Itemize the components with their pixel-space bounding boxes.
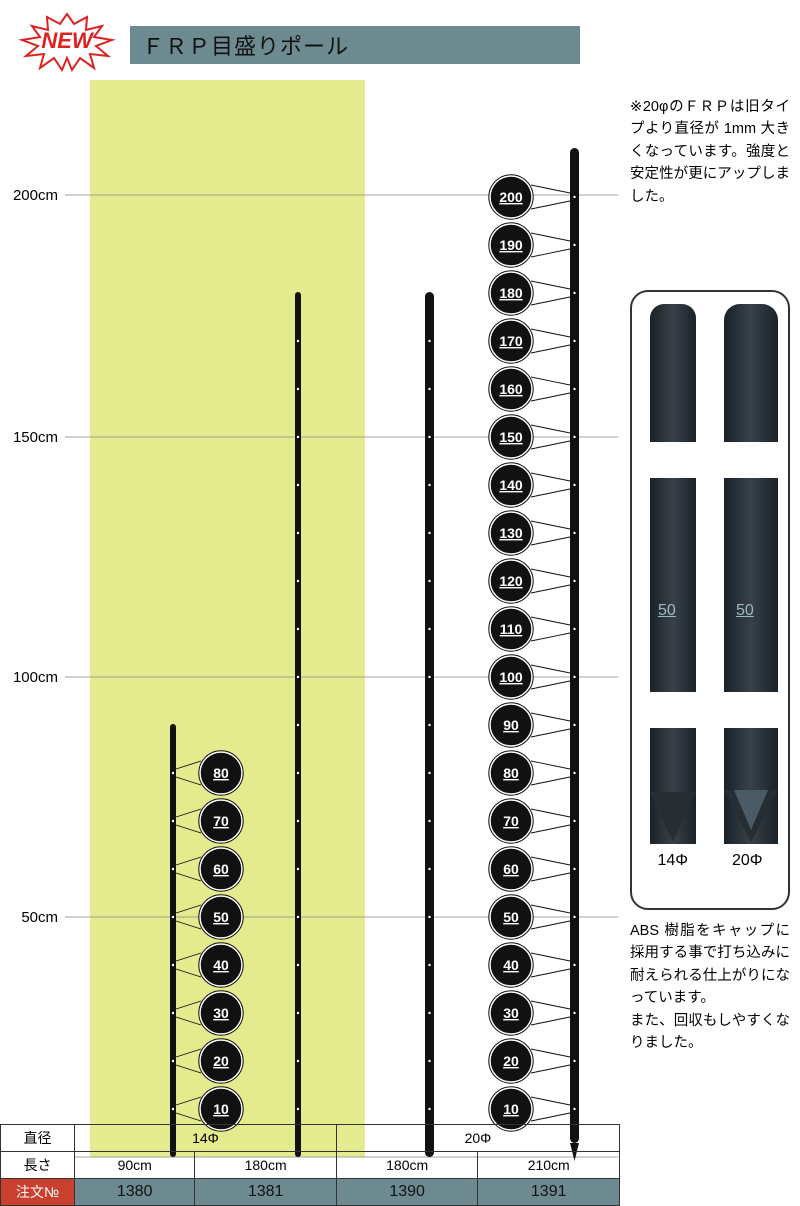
table-cell: 180cm bbox=[336, 1152, 478, 1179]
callout-box: 50 50 14Φ 20Φ bbox=[630, 290, 790, 910]
magnifier: 150 bbox=[489, 415, 533, 459]
svg-text:130: 130 bbox=[499, 525, 523, 541]
table-cell: 90cm bbox=[75, 1152, 195, 1179]
magnifier: 120 bbox=[489, 559, 533, 603]
tip-14 bbox=[650, 792, 696, 844]
magnifier: 20 bbox=[489, 1039, 533, 1083]
svg-text:40: 40 bbox=[503, 957, 519, 973]
callout-captions: 14Φ 20Φ bbox=[632, 852, 788, 870]
spec-table: 直径14Φ20Φ長さ90cm180cm180cm210cm注文№13801381… bbox=[0, 1124, 620, 1206]
new-badge: NEW bbox=[12, 12, 122, 72]
magnifier: 130 bbox=[489, 511, 533, 555]
svg-text:40: 40 bbox=[213, 957, 229, 973]
svg-text:NEW: NEW bbox=[41, 28, 95, 53]
svg-text:80: 80 bbox=[503, 765, 519, 781]
svg-text:150: 150 bbox=[499, 429, 523, 445]
magnifier: 180 bbox=[489, 271, 533, 315]
break-2 bbox=[632, 692, 790, 728]
svg-text:10: 10 bbox=[213, 1101, 229, 1117]
magnifier: 40 bbox=[199, 943, 243, 987]
callout-pole-14 bbox=[650, 304, 696, 844]
svg-text:200: 200 bbox=[499, 189, 523, 205]
top-note: ※20φのＦＲＰは旧タイプより直径が 1mm 大きくなっています。強度と安定性が… bbox=[630, 96, 790, 208]
svg-text:90: 90 bbox=[503, 717, 519, 733]
svg-text:100: 100 bbox=[499, 669, 523, 685]
table-cell: 1391 bbox=[478, 1179, 620, 1206]
chart-area: 200cm150cm100cm50cm0cm 80706050403020102… bbox=[0, 80, 620, 1160]
svg-text:50: 50 bbox=[213, 909, 229, 925]
callout-pole-20 bbox=[724, 304, 778, 844]
table-row-head: 直径 bbox=[1, 1125, 75, 1152]
table-cell: 210cm bbox=[478, 1152, 620, 1179]
svg-text:50: 50 bbox=[503, 909, 519, 925]
svg-text:70: 70 bbox=[213, 813, 229, 829]
svg-text:140: 140 bbox=[499, 477, 523, 493]
bottom-note: ABS 樹脂をキャップに採用する事で打ち込みに耐えられる仕上がりになっています。… bbox=[630, 920, 790, 1055]
magnifier: 60 bbox=[199, 847, 243, 891]
callout-scale-20: 50 bbox=[736, 602, 754, 620]
magnifier: 170 bbox=[489, 319, 533, 363]
table-row-head: 注文№ bbox=[1, 1179, 75, 1206]
magnifier: 200 bbox=[489, 175, 533, 219]
magnifier: 140 bbox=[489, 463, 533, 507]
magnifier: 90 bbox=[489, 703, 533, 747]
table-cell: 180cm bbox=[195, 1152, 337, 1179]
svg-text:20: 20 bbox=[503, 1053, 519, 1069]
table-cell: 20Φ bbox=[336, 1125, 619, 1152]
magnifier: 20 bbox=[199, 1039, 243, 1083]
table-cell: 1380 bbox=[75, 1179, 195, 1206]
magnifier: 30 bbox=[489, 991, 533, 1035]
svg-text:30: 30 bbox=[213, 1005, 229, 1021]
magnifier: 30 bbox=[199, 991, 243, 1035]
magnifier: 40 bbox=[489, 943, 533, 987]
table-row-head: 長さ bbox=[1, 1152, 75, 1179]
svg-text:160: 160 bbox=[499, 381, 523, 397]
magnifier: 100 bbox=[489, 655, 533, 699]
title-bar: ＦＲＰ目盛りポール bbox=[130, 26, 580, 64]
magnifier: 50 bbox=[489, 895, 533, 939]
magnifier: 50 bbox=[199, 895, 243, 939]
magnifier: 60 bbox=[489, 847, 533, 891]
table-cell: 1381 bbox=[195, 1179, 337, 1206]
svg-text:60: 60 bbox=[213, 861, 229, 877]
magnifier: 190 bbox=[489, 223, 533, 267]
svg-text:10: 10 bbox=[503, 1101, 519, 1117]
callout-scale-14: 50 bbox=[658, 602, 676, 620]
svg-text:80: 80 bbox=[213, 765, 229, 781]
table-cell: 1390 bbox=[336, 1179, 478, 1206]
tip-20 bbox=[724, 790, 778, 844]
svg-text:180: 180 bbox=[499, 285, 523, 301]
magnifier: 70 bbox=[199, 799, 243, 843]
magnifiers-layer: 80 70 60 50 40 30 20 10 200 190 180 170 160 150 140 130… bbox=[0, 80, 620, 1180]
svg-text:110: 110 bbox=[500, 621, 523, 637]
break-1 bbox=[632, 442, 790, 478]
magnifier: 160 bbox=[489, 367, 533, 411]
svg-text:170: 170 bbox=[499, 333, 523, 349]
magnifier: 80 bbox=[489, 751, 533, 795]
svg-text:70: 70 bbox=[503, 813, 519, 829]
svg-text:120: 120 bbox=[499, 573, 523, 589]
table-cell: 14Φ bbox=[75, 1125, 337, 1152]
svg-text:190: 190 bbox=[499, 237, 523, 253]
magnifier: 110 bbox=[489, 607, 533, 651]
magnifier: 80 bbox=[199, 751, 243, 795]
svg-text:20: 20 bbox=[213, 1053, 229, 1069]
magnifier: 70 bbox=[489, 799, 533, 843]
svg-text:60: 60 bbox=[503, 861, 519, 877]
svg-text:30: 30 bbox=[503, 1005, 519, 1021]
